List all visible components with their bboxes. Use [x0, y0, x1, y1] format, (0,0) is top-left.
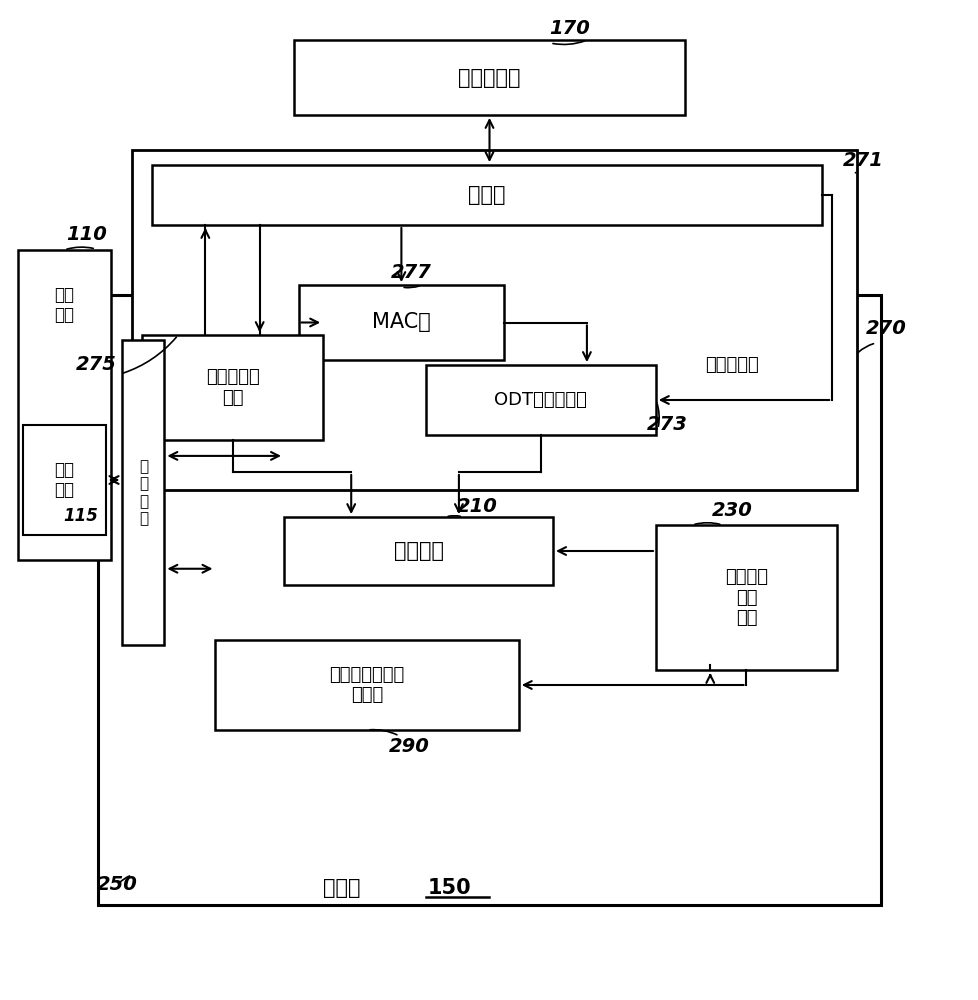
- Text: 115: 115: [63, 507, 98, 525]
- Text: 271: 271: [842, 150, 883, 169]
- Bar: [132, 150, 856, 490]
- Text: MAC层: MAC层: [372, 312, 430, 332]
- Bar: [293, 40, 685, 115]
- Text: 270: 270: [865, 318, 906, 338]
- Bar: [284, 517, 553, 585]
- Text: 驱动档位寄
存器: 驱动档位寄 存器: [205, 368, 259, 407]
- Text: 存储器装置: 存储器装置: [458, 68, 520, 88]
- Text: 直接存储器存取
控制器: 直接存储器存取 控制器: [330, 666, 404, 704]
- Text: 110: 110: [66, 225, 107, 243]
- Bar: [142, 335, 323, 440]
- Bar: [655, 525, 836, 670]
- Bar: [122, 340, 164, 645]
- Bar: [425, 365, 655, 435]
- Text: 273: 273: [646, 414, 688, 434]
- Text: 处理
单元: 处理 单元: [54, 461, 74, 499]
- Text: 校
准
接
口: 校 准 接 口: [139, 459, 148, 526]
- Bar: [215, 640, 518, 730]
- Text: 250: 250: [97, 876, 138, 894]
- Text: 210: 210: [457, 497, 498, 516]
- Bar: [18, 250, 111, 560]
- Text: 控制器: 控制器: [323, 878, 367, 898]
- Text: 静态随机
存取
内存: 静态随机 存取 内存: [725, 568, 767, 627]
- Bar: [152, 165, 822, 225]
- Text: 存储器接口: 存储器接口: [704, 356, 758, 374]
- Text: 277: 277: [390, 262, 431, 282]
- Text: 275: 275: [75, 355, 116, 373]
- Bar: [298, 285, 504, 360]
- Bar: [22, 425, 106, 535]
- Bar: [98, 295, 880, 905]
- Text: 校准
主机: 校准 主机: [54, 286, 74, 324]
- Text: 170: 170: [549, 18, 590, 37]
- Text: 150: 150: [427, 878, 471, 898]
- Text: ODT档位寄存器: ODT档位寄存器: [494, 391, 587, 409]
- Text: 290: 290: [388, 736, 429, 756]
- Text: 处理单元: 处理单元: [393, 541, 443, 561]
- Text: 230: 230: [711, 500, 752, 520]
- Text: 物理层: 物理层: [467, 185, 506, 205]
